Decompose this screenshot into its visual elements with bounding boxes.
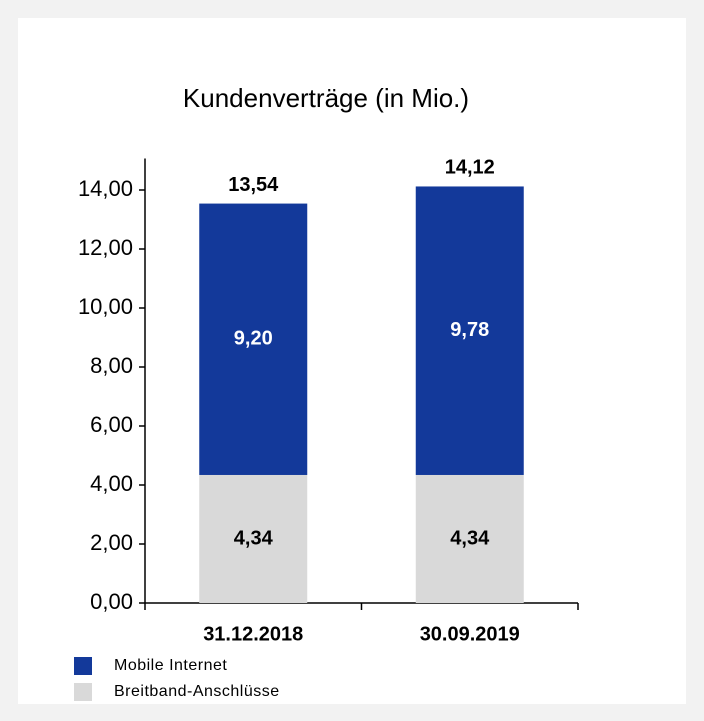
legend-label: Breitband-Anschlüsse (114, 683, 280, 700)
total-label: 13,54 (228, 174, 279, 196)
y-tick-label: 8,00 (90, 353, 133, 378)
value-label: 4,34 (450, 527, 490, 549)
y-tick-label: 14,00 (78, 176, 133, 201)
legend-swatch (74, 657, 92, 675)
panel (18, 18, 686, 704)
total-label: 14,12 (445, 157, 495, 179)
legend-swatch (74, 683, 92, 701)
chart-title: Kundenverträge (in Mio.) (183, 83, 469, 113)
x-tick-label: 30.09.2019 (420, 623, 520, 645)
y-tick-label: 4,00 (90, 471, 133, 496)
y-tick-label: 6,00 (90, 412, 133, 437)
bar-segment (199, 203, 308, 475)
value-label: 9,78 (450, 319, 489, 341)
x-tick-label: 31.12.2018 (203, 623, 303, 645)
value-label: 9,20 (234, 328, 273, 350)
legend-label: Mobile Internet (114, 657, 227, 674)
y-tick-label: 0,00 (90, 589, 133, 614)
y-tick-label: 10,00 (78, 294, 133, 319)
value-label: 4,34 (234, 527, 274, 549)
bar-segment (199, 474, 308, 603)
bar-segment (415, 186, 524, 475)
bar-segment (415, 474, 524, 603)
y-tick-label: 12,00 (78, 235, 133, 260)
y-tick-label: 2,00 (90, 530, 133, 555)
